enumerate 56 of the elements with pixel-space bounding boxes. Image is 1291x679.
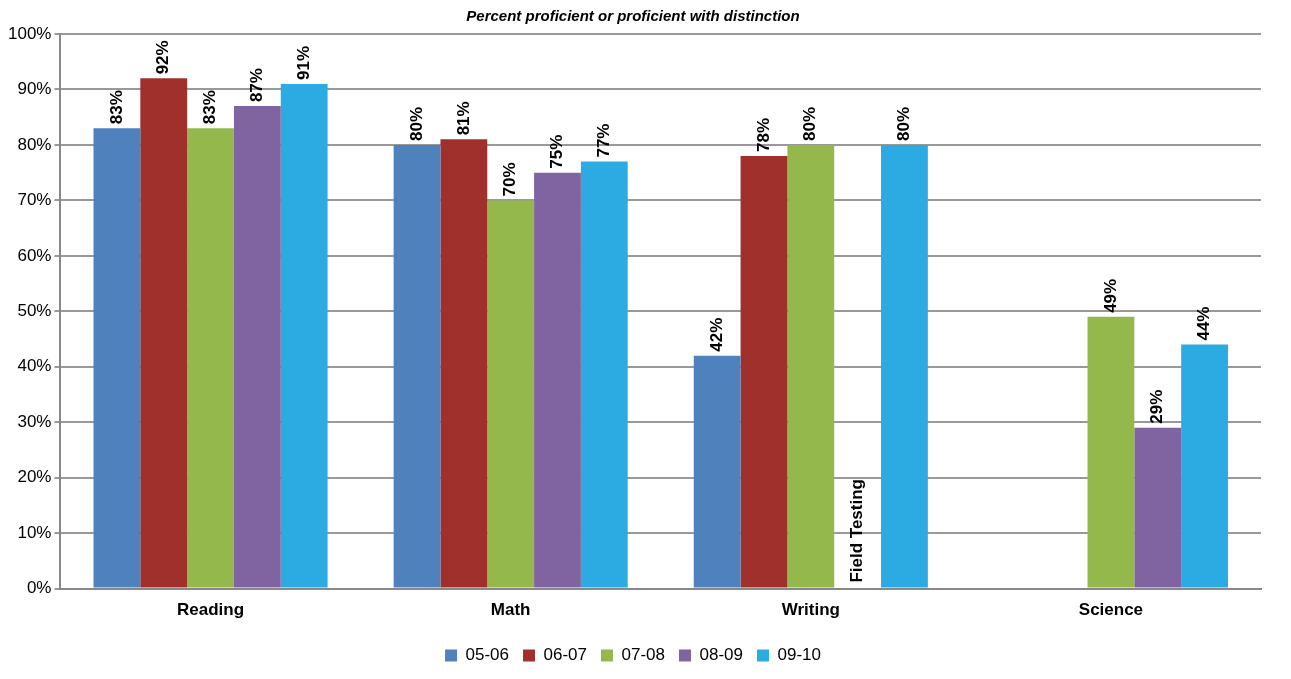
bar <box>140 78 188 588</box>
data-label: 44% <box>1194 306 1214 341</box>
bar <box>693 355 741 588</box>
data-label: 29% <box>1147 389 1167 424</box>
bar <box>440 139 488 588</box>
x-tick-label: Science <box>1078 600 1144 620</box>
bar <box>1134 427 1182 588</box>
data-label: 80% <box>894 106 914 141</box>
bar <box>580 161 628 588</box>
data-label: 80% <box>800 106 820 141</box>
x-tick-label: Reading <box>177 600 245 620</box>
y-tick-label: 30% <box>17 411 52 431</box>
legend-label: 05-06 <box>465 645 510 665</box>
data-label: 70% <box>500 162 520 197</box>
y-tick-label: 50% <box>17 300 52 320</box>
y-tick-label: 80% <box>17 134 52 154</box>
annotation: Field Testing <box>847 479 867 583</box>
bar <box>393 144 441 588</box>
data-label: 75% <box>547 134 567 169</box>
legend-label: 09-10 <box>777 645 821 665</box>
data-label: 78% <box>753 117 773 153</box>
y-tick-label: 90% <box>17 79 52 99</box>
legend-label: 08-09 <box>699 645 743 665</box>
data-label: 92% <box>153 40 173 75</box>
y-tick-label: 70% <box>17 190 52 210</box>
y-tick-label: 40% <box>17 356 52 376</box>
legend-label: 07-08 <box>621 645 665 665</box>
bar <box>233 106 281 588</box>
bar <box>787 144 835 588</box>
bar <box>187 128 234 588</box>
data-label: 83% <box>106 90 126 125</box>
x-tick-label: Math <box>490 600 531 620</box>
data-label: 77% <box>594 123 613 158</box>
bar <box>881 144 928 588</box>
y-tick-label: 0% <box>26 578 52 598</box>
data-label: 80% <box>406 106 426 141</box>
bar <box>534 172 581 588</box>
bar <box>740 156 788 588</box>
bar <box>1181 344 1228 588</box>
chart-title: Percent proficient or proficient with distinction <box>466 7 800 25</box>
y-tick-label: 20% <box>17 467 52 487</box>
data-label: 83% <box>200 90 220 125</box>
data-label: 49% <box>1100 278 1120 313</box>
bar <box>487 200 535 588</box>
data-label: 91% <box>293 45 313 80</box>
data-label: 42% <box>706 317 726 352</box>
x-tick-label: Writing <box>781 600 840 620</box>
data-label: 81% <box>453 101 473 136</box>
data-label: 87% <box>247 68 267 103</box>
bar <box>280 83 328 588</box>
y-tick-label: 60% <box>17 245 52 265</box>
bar <box>1087 316 1135 588</box>
y-tick-label: 10% <box>17 522 52 542</box>
bar <box>93 128 141 588</box>
legend-label: 06-07 <box>543 645 588 665</box>
y-tick-label: 100% <box>8 23 52 43</box>
